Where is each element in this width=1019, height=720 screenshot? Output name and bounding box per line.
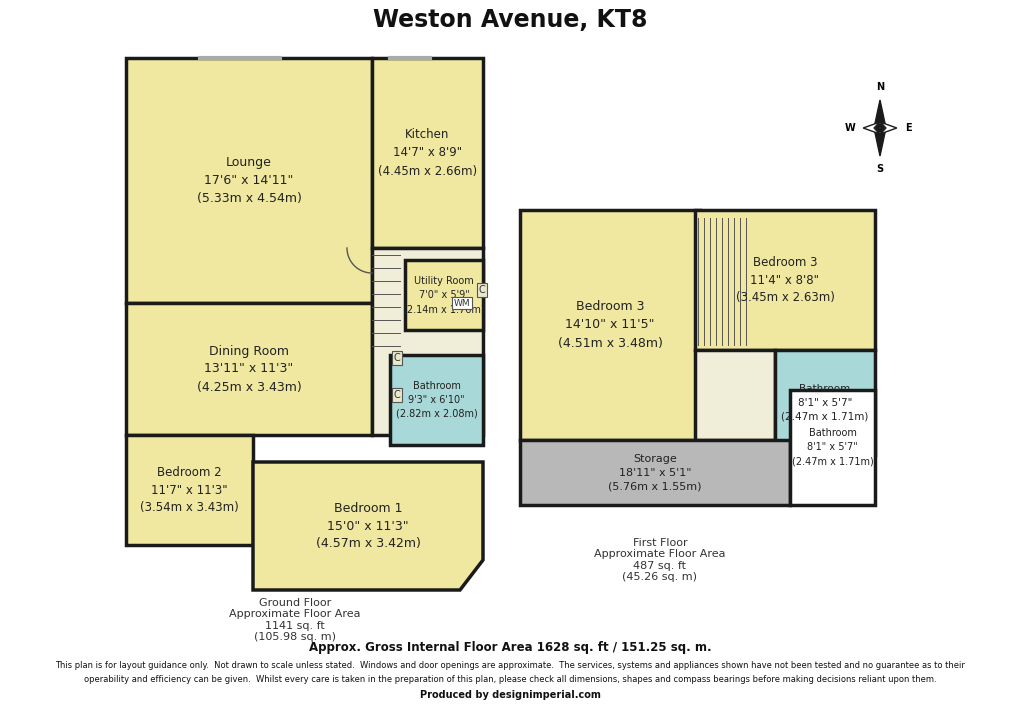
Bar (126, 435, 253, 545)
Text: WM: WM (453, 299, 470, 307)
Text: Utility Room
7'0" x 5'9"
(2.14m x 1.76m): Utility Room 7'0" x 5'9" (2.14m x 1.76m) (403, 276, 484, 314)
Text: This plan is for layout guidance only.  Not drawn to scale unless stated.  Windo: This plan is for layout guidance only. N… (55, 662, 964, 670)
Text: W: W (844, 123, 854, 133)
Bar (520, 210, 699, 440)
Polygon shape (253, 462, 483, 590)
Bar (372, 248, 483, 435)
Text: Bathroom
8'1" x 5'7"
(2.47m x 1.71m): Bathroom 8'1" x 5'7" (2.47m x 1.71m) (781, 384, 868, 421)
Text: E: E (904, 123, 911, 133)
Circle shape (875, 124, 883, 132)
Text: C: C (393, 390, 400, 400)
Text: Kitchen
14'7" x 8'9"
(4.45m x 2.66m): Kitchen 14'7" x 8'9" (4.45m x 2.66m) (378, 128, 477, 178)
Text: Bedroom 3
14'10" x 11'5"
(4.51m x 3.48m): Bedroom 3 14'10" x 11'5" (4.51m x 3.48m) (557, 300, 661, 349)
Text: Dining Room
13'11" x 11'3"
(4.25m x 3.43m): Dining Room 13'11" x 11'3" (4.25m x 3.43… (197, 344, 301, 394)
Bar (126, 303, 372, 435)
Text: Bedroom 1
15'0" x 11'3"
(4.57m x 3.42m): Bedroom 1 15'0" x 11'3" (4.57m x 3.42m) (315, 502, 420, 551)
Text: C: C (393, 353, 400, 363)
Text: Bedroom 3
11'4" x 8'8"
(3.45m x 2.63m): Bedroom 3 11'4" x 8'8" (3.45m x 2.63m) (735, 256, 834, 305)
Bar (372, 58, 483, 248)
Polygon shape (873, 100, 886, 128)
Bar (405, 260, 483, 330)
Text: Produced by designimperial.com: Produced by designimperial.com (419, 690, 600, 700)
Text: Ground Floor
Approximate Floor Area
1141 sq. ft
(105.98 sq. m): Ground Floor Approximate Floor Area 1141… (229, 598, 361, 642)
Polygon shape (862, 122, 879, 134)
Text: Storage
18'11" x 5'1"
(5.76m x 1.55m): Storage 18'11" x 5'1" (5.76m x 1.55m) (607, 454, 701, 492)
Text: operability and efficiency can be given.  Whilst every care is taken in the prep: operability and efficiency can be given.… (84, 675, 935, 683)
Bar (126, 58, 372, 303)
Text: Bedroom 2
11'7" x 11'3"
(3.54m x 3.43m): Bedroom 2 11'7" x 11'3" (3.54m x 3.43m) (140, 466, 238, 515)
Text: Lounge
17'6" x 14'11"
(5.33m x 4.54m): Lounge 17'6" x 14'11" (5.33m x 4.54m) (197, 156, 302, 205)
Bar (694, 350, 774, 440)
Bar (774, 350, 874, 455)
Polygon shape (873, 128, 886, 156)
Text: Approx. Gross Internal Floor Area 1628 sq. ft / 151.25 sq. m.: Approx. Gross Internal Floor Area 1628 s… (309, 642, 710, 654)
Polygon shape (879, 122, 896, 134)
Bar (790, 390, 874, 505)
Text: N: N (875, 82, 883, 92)
Text: S: S (875, 164, 882, 174)
Text: Bathroom
8'1" x 5'7"
(2.47m x 1.71m): Bathroom 8'1" x 5'7" (2.47m x 1.71m) (791, 428, 872, 467)
Bar (694, 210, 874, 350)
Bar (520, 440, 790, 505)
Bar (389, 355, 483, 445)
Text: First Floor
Approximate Floor Area
487 sq. ft
(45.26 sq. m): First Floor Approximate Floor Area 487 s… (594, 538, 726, 582)
Text: Weston Avenue, KT8: Weston Avenue, KT8 (372, 8, 647, 32)
Text: C: C (478, 285, 485, 295)
Text: Bathroom
9'3" x 6'10"
(2.82m x 2.08m): Bathroom 9'3" x 6'10" (2.82m x 2.08m) (395, 381, 477, 419)
